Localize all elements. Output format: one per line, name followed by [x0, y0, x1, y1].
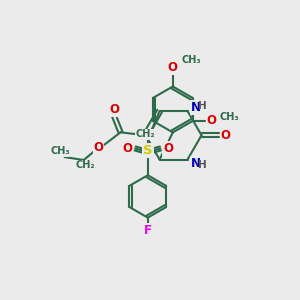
Text: O: O — [164, 142, 173, 155]
Text: O: O — [109, 103, 119, 116]
Text: CH₃: CH₃ — [50, 146, 70, 156]
Text: O: O — [122, 142, 132, 155]
Text: O: O — [168, 61, 178, 74]
Text: N: N — [191, 101, 201, 114]
Text: CH₂: CH₂ — [75, 160, 95, 170]
Text: O: O — [221, 129, 231, 142]
Text: O: O — [94, 141, 103, 154]
Text: O: O — [207, 114, 217, 128]
Text: S: S — [143, 144, 153, 157]
Text: H: H — [199, 101, 207, 111]
Text: CH₂: CH₂ — [136, 129, 155, 139]
Text: F: F — [144, 224, 152, 237]
Text: N: N — [191, 157, 201, 169]
Text: CH₃: CH₃ — [220, 112, 239, 122]
Text: CH₃: CH₃ — [182, 55, 201, 65]
Text: H: H — [199, 160, 207, 170]
